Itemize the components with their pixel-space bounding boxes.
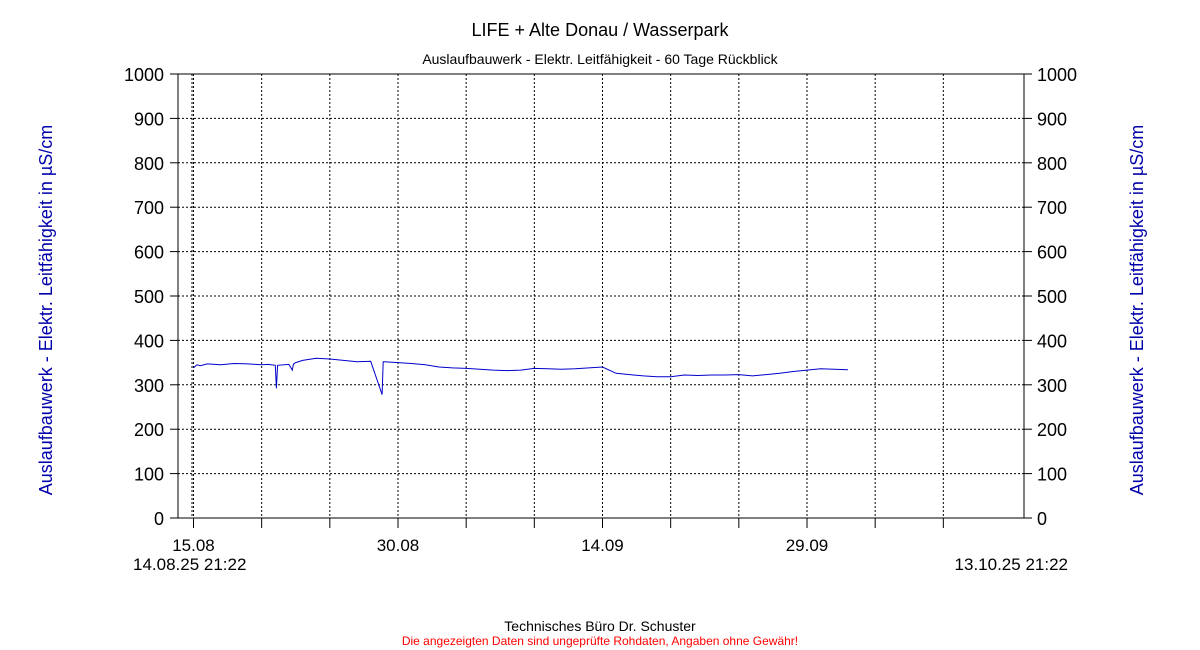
grid (178, 74, 1024, 518)
chart-subtitle: Auslaufbauwerk - Elektr. Leitfähigkeit -… (422, 51, 778, 67)
y-tick-label-left: 900 (134, 109, 164, 129)
y-tick-label-left: 400 (134, 331, 164, 351)
x-tick-label: 15.08 (172, 536, 215, 555)
y-axis-label-right: Auslaufbauwerk - Elektr. Leitfähigkeit i… (1127, 125, 1147, 496)
footer-company: Technisches Büro Dr. Schuster (504, 618, 696, 634)
y-tick-label-right: 100 (1037, 465, 1067, 485)
chart-title: LIFE + Alte Donau / Wasserpark (472, 20, 730, 40)
plot-frame (177, 73, 1025, 519)
series-line-0 (193, 357, 848, 395)
y-axis-left-ticks: 0 100 200 300 400 500 600 700 800 900 1000 (124, 65, 178, 529)
y-tick-label-left: 800 (134, 154, 164, 174)
y-tick-label-left: 300 (134, 376, 164, 396)
x-tick-label: 30.08 (377, 536, 420, 555)
x-axis-ticks: 15.08 30.08 14.09 29.09 (172, 518, 944, 555)
series-group (193, 357, 848, 395)
y-tick-label-right: 1000 (1037, 65, 1077, 85)
y-tick-label-left: 700 (134, 198, 164, 218)
y-tick-label-right: 400 (1037, 331, 1067, 351)
y-tick-label-left: 200 (134, 420, 164, 440)
y-tick-label-left: 0 (154, 509, 164, 529)
y-tick-label-left: 1000 (124, 65, 164, 85)
y-tick-label-right: 0 (1037, 509, 1047, 529)
y-tick-label-left: 600 (134, 243, 164, 263)
y-tick-label-right: 300 (1037, 376, 1067, 396)
y-axis-label-left: Auslaufbauwerk - Elektr. Leitfähigkeit i… (36, 125, 56, 496)
y-tick-label-right: 200 (1037, 420, 1067, 440)
y-tick-label-right: 900 (1037, 109, 1067, 129)
x-tick-label: 29.09 (786, 536, 829, 555)
x-start-label: 14.08.25 21:22 (133, 555, 246, 574)
y-tick-label-right: 600 (1037, 243, 1067, 263)
y-axis-right-ticks: 0 100 200 300 400 500 600 700 800 900 1000 (1024, 65, 1077, 529)
y-tick-label-right: 800 (1037, 154, 1067, 174)
x-end-label: 13.10.25 21:22 (955, 555, 1068, 574)
y-tick-label-right: 700 (1037, 198, 1067, 218)
footer-disclaimer: Die angezeigten Daten sind ungeprüfte Ro… (402, 634, 798, 648)
y-tick-label-right: 500 (1037, 287, 1067, 307)
x-tick-label: 14.09 (581, 536, 624, 555)
y-tick-label-left: 500 (134, 287, 164, 307)
y-tick-label-left: 100 (134, 465, 164, 485)
